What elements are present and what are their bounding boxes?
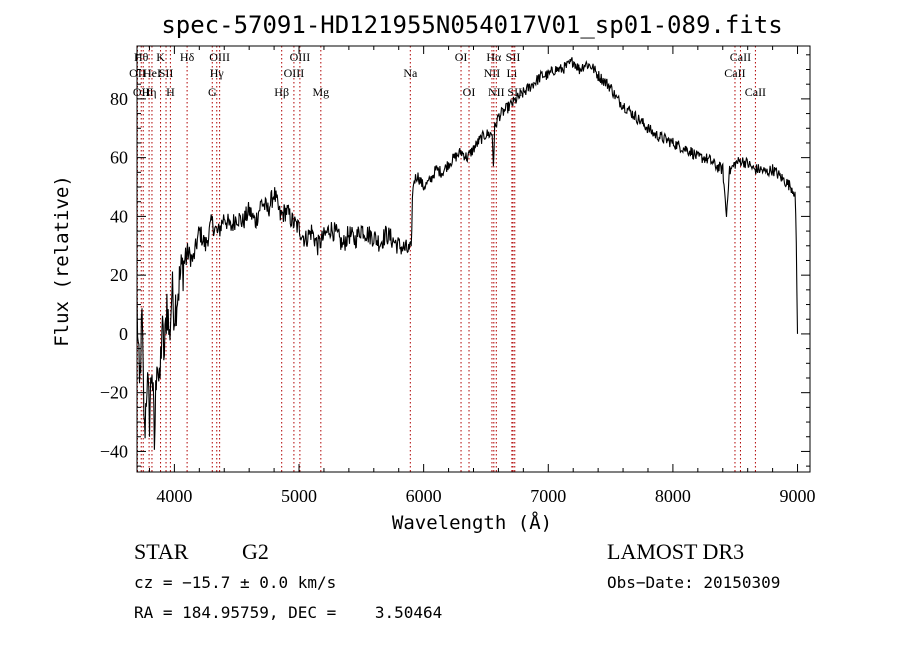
y-axis-label: Flux (relative)	[51, 175, 73, 347]
line-label-20: Hα	[486, 50, 502, 64]
line-label-7: H	[166, 85, 175, 99]
y-tick-label-40: 40	[110, 206, 128, 226]
line-label-10: Hγ	[210, 66, 225, 80]
line-label-14: OIII	[290, 50, 311, 64]
line-label-4: HeI	[143, 66, 161, 80]
x-tick-label-6000: 6000	[406, 486, 442, 506]
ra-dec: RA = 184.95759, DEC = 3.50464	[134, 603, 443, 622]
line-label-13: OIII	[284, 66, 305, 80]
y-axis: −40 −20 0 20 40 60 80	[100, 54, 810, 467]
survey-name: LAMOST DR3	[607, 539, 745, 564]
line-label-19: NII	[484, 66, 501, 80]
x-tick-label-7000: 7000	[530, 486, 566, 506]
x-axis-label: Wavelength (Å)	[392, 511, 552, 534]
line-label-3: Hη	[142, 85, 157, 99]
line-label-5: K	[156, 50, 165, 64]
line-label-2: OIII	[133, 85, 154, 99]
line-label-18: OI	[463, 85, 476, 99]
line-label-11: OIII	[209, 50, 230, 64]
x-tick-label-8000: 8000	[655, 486, 691, 506]
line-label-15: Mg	[312, 85, 329, 99]
line-label-26: CaII	[730, 50, 751, 64]
chart-title: spec-57091-HD121955N054017V01_sp01-089.f…	[161, 11, 782, 39]
line-label-12: Hβ	[274, 85, 289, 99]
line-label-16: Na	[403, 66, 418, 80]
x-tick-label-9000: 9000	[780, 486, 816, 506]
obs-date: Obs−Date: 20150309	[607, 573, 781, 592]
line-label-22: Li	[507, 66, 518, 80]
object-subclass: G2	[242, 539, 269, 564]
line-label-17: OI	[455, 50, 468, 64]
plot-frame	[136, 45, 811, 473]
y-tick-label-20: 20	[110, 265, 128, 285]
line-label-21: NII	[488, 85, 505, 99]
y-tick-label-0: 0	[119, 324, 128, 344]
line-label-8: Hδ	[180, 50, 195, 64]
line-label-25: CaII	[724, 66, 745, 80]
object-class: STAR	[134, 539, 189, 564]
line-label-27: CaII	[745, 85, 766, 99]
y-tick-label--40: −40	[100, 441, 128, 461]
line-label-9: G	[208, 85, 217, 99]
x-tick-label-4000: 4000	[156, 486, 192, 506]
redshift-cz: cz = −15.7 ± 0.0 km/s	[134, 573, 337, 592]
y-tick-label--20: −20	[100, 383, 128, 403]
x-tick-label-5000: 5000	[281, 486, 317, 506]
x-axis: 4000 5000 6000 7000 8000 9000	[148, 46, 816, 506]
y-tick-label-60: 60	[110, 148, 128, 168]
line-label-23: SII	[506, 50, 521, 64]
line-label-6: SII	[159, 66, 174, 80]
y-tick-label-80: 80	[110, 89, 128, 109]
flux-series-line	[136, 57, 799, 450]
emission-lines: OIIHθOIIIHηHeIKSIIHHδGHγOIIIHβOIIIOIIIMg…	[129, 46, 766, 472]
line-label-1: Hθ	[134, 50, 149, 64]
